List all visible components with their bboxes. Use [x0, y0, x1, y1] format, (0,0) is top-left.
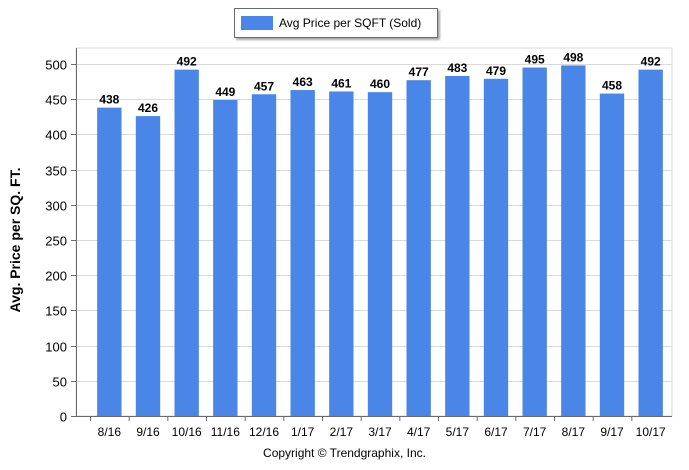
axes	[71, 48, 672, 421]
data-label: 477	[409, 65, 429, 79]
legend-swatch-icon	[241, 16, 273, 30]
bar-7/17	[522, 67, 547, 417]
y-tick-labels: 0 50 100 150 200 250 300 350 400 450 500	[45, 58, 67, 425]
data-label: 483	[447, 61, 467, 75]
data-label: 458	[602, 79, 622, 93]
data-label: 461	[331, 76, 351, 90]
x-tick-label: 10/16	[172, 425, 202, 439]
bar-10/16	[174, 69, 199, 416]
bars	[97, 65, 663, 417]
bar-3/17	[367, 92, 393, 416]
x-tick-label: 5/17	[446, 425, 470, 439]
data-label: 438	[99, 93, 119, 107]
y-tick-label: 450	[45, 93, 67, 108]
x-tick-label: 9/17	[600, 425, 624, 439]
data-label: 495	[525, 53, 545, 67]
bar-6/17	[483, 78, 509, 416]
y-tick-label: 350	[45, 164, 67, 179]
bar-8/16	[97, 107, 122, 416]
x-tick-label: 6/17	[484, 425, 508, 439]
data-label: 463	[293, 75, 313, 89]
x-tick-label: 4/17	[407, 425, 431, 439]
y-tick-label: 50	[53, 375, 67, 390]
y-tick-label: 200	[45, 269, 67, 284]
bar-12/16	[251, 94, 277, 416]
y-tick-label: 250	[45, 234, 67, 249]
data-labels: 438 426 492 449 457 463 461 460 477 483 479 495 498 4…	[99, 50, 661, 115]
x-tick-label: 8/16	[98, 425, 122, 439]
y-tick-label: 100	[45, 340, 67, 355]
x-tick-label: 3/17	[368, 425, 392, 439]
legend: Avg Price per SQFT (Sold)	[234, 8, 438, 38]
data-label: 492	[641, 55, 661, 69]
data-label: 460	[370, 77, 390, 91]
bar-4/17	[406, 80, 431, 416]
bar-9/17	[599, 93, 625, 417]
bar-11/16	[213, 99, 238, 417]
data-label: 457	[254, 79, 274, 93]
y-tick-label: 400	[45, 128, 67, 143]
bar-9/16	[135, 116, 161, 416]
bar-1/17	[290, 90, 315, 416]
x-tick-label: 9/16	[136, 425, 160, 439]
x-tick-label: 11/16	[211, 425, 240, 439]
x-tick-label: 8/17	[562, 425, 586, 439]
copyright-text: Copyright © Trendgraphix, Inc.	[263, 446, 426, 460]
data-label: 479	[486, 64, 506, 78]
bar-5/17	[445, 75, 470, 416]
y-tick-label: 500	[45, 58, 67, 73]
data-label: 426	[138, 101, 158, 115]
bar-2/17	[329, 91, 354, 417]
x-tick-label: 2/17	[330, 425, 354, 439]
x-tick-label: 7/17	[523, 425, 547, 439]
data-label: 498	[563, 50, 583, 64]
bar-8/17	[561, 65, 586, 417]
x-tick-label: 1/17	[291, 425, 315, 439]
legend-label: Avg Price per SQFT (Sold)	[279, 16, 422, 30]
x-tick-labels: 8/16 9/16 10/16 11/16 12/16 1/17 2/17 3/17 4/17 5…	[98, 425, 666, 439]
y-axis-title: Avg. Price per SQ. FT.	[7, 168, 23, 313]
x-tick-label: 10/17	[636, 425, 666, 439]
y-tick-label: 0	[60, 410, 67, 425]
x-tick-label: 12/16	[249, 425, 279, 439]
y-tick-label: 300	[45, 199, 67, 214]
data-label: 492	[177, 55, 197, 69]
bar-10/17	[638, 69, 663, 416]
data-label: 449	[215, 85, 235, 99]
y-tick-label: 150	[45, 304, 67, 319]
